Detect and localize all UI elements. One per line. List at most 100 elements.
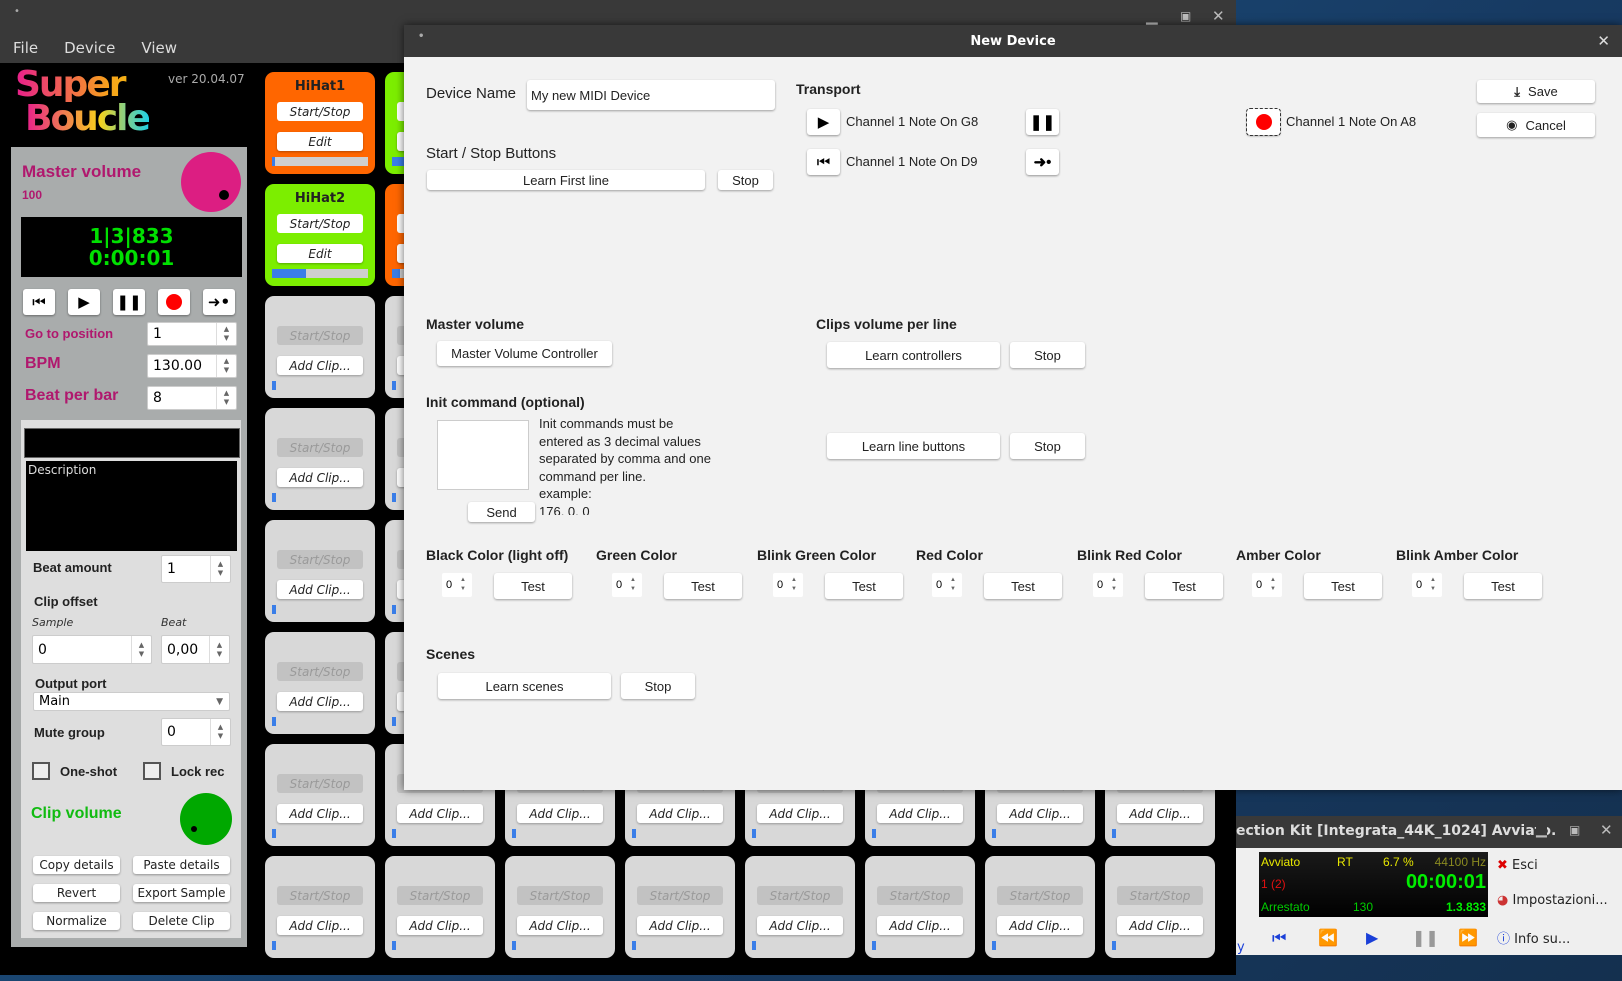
add-clip-button[interactable]: Add Clip... <box>1117 804 1203 823</box>
start-stop-button[interactable]: Start/Stop <box>1117 886 1203 905</box>
add-clip-button[interactable]: Add Clip... <box>877 804 963 823</box>
color-value-spinbox[interactable]: 0 ▲ ▼ <box>612 573 642 597</box>
learn-play-button[interactable]: ▶ <box>807 109 840 135</box>
normalize-button[interactable]: Normalize <box>33 912 120 930</box>
minimize-icon[interactable]: ▁ <box>1536 822 1547 838</box>
add-clip-button[interactable]: Add Clip... <box>277 916 363 935</box>
test-color-button[interactable]: Test <box>1145 573 1223 599</box>
add-clip-button[interactable]: Add Clip... <box>277 580 363 599</box>
add-clip-button[interactable]: Add Clip... <box>397 804 483 823</box>
color-value-spinbox[interactable]: 0 ▲ ▼ <box>932 573 962 597</box>
start-stop-button[interactable]: Start/Stop <box>877 886 963 905</box>
init-command-textarea[interactable] <box>437 420 529 490</box>
edit-button[interactable]: Edit <box>277 244 363 263</box>
edit-button[interactable]: Edit <box>277 132 363 151</box>
add-clip-button[interactable]: Add Clip... <box>997 916 1083 935</box>
add-clip-button[interactable]: Add Clip... <box>277 804 363 823</box>
add-clip-button[interactable]: Add Clip... <box>637 916 723 935</box>
learn-line-buttons-button[interactable]: Learn line buttons <box>827 433 1000 459</box>
bpm-spinbox[interactable]: 130.00 ▲ ▼ <box>147 354 237 378</box>
learn-follow-button[interactable]: ➜• <box>1026 149 1059 175</box>
start-stop-button[interactable]: Start/Stop <box>277 438 363 457</box>
start-stop-button[interactable]: Start/Stop <box>397 886 483 905</box>
delete-clip-button[interactable]: Delete Clip <box>133 912 230 930</box>
revert-button[interactable]: Revert <box>33 884 120 902</box>
beat-per-bar-spinbox[interactable]: 8 ▲ ▼ <box>147 386 237 410</box>
settings-button[interactable]: ◕ Impostazioni... <box>1497 893 1608 908</box>
add-clip-button[interactable]: Add Clip... <box>397 916 483 935</box>
menu-file[interactable]: File <box>13 39 39 57</box>
start-stop-button[interactable]: Start/Stop <box>277 662 363 681</box>
start-stop-button[interactable]: Start/Stop <box>637 886 723 905</box>
learn-scenes-button[interactable]: Learn scenes <box>438 673 611 699</box>
cancel-button[interactable]: ◉ Cancel <box>1477 113 1595 137</box>
close-icon[interactable]: ✕ <box>1597 32 1610 50</box>
start-stop-button[interactable]: Start/Stop <box>997 886 1083 905</box>
menu-view[interactable]: View <box>141 39 178 57</box>
record-button[interactable] <box>158 289 190 315</box>
start-stop-button[interactable]: Start/Stop <box>517 886 603 905</box>
output-port-select[interactable]: Main ▼ <box>33 692 230 711</box>
sample-offset-spinbox[interactable]: 0 ▲ ▼ <box>32 635 152 664</box>
test-color-button[interactable]: Test <box>1304 573 1382 599</box>
description-field[interactable]: Description <box>26 461 237 551</box>
learn-record-button[interactable] <box>1246 108 1281 136</box>
close-icon[interactable]: ✕ <box>1212 7 1225 25</box>
add-clip-button[interactable]: Add Clip... <box>517 804 603 823</box>
beat-amount-spinbox[interactable]: 1 ▲ ▼ <box>161 555 231 583</box>
learn-controllers-button[interactable]: Learn controllers <box>827 342 1000 368</box>
add-clip-button[interactable]: Add Clip... <box>277 468 363 487</box>
pause-button[interactable]: ❚❚ <box>113 289 145 315</box>
start-stop-button[interactable]: Start/Stop <box>757 886 843 905</box>
add-clip-button[interactable]: Add Clip... <box>1117 916 1203 935</box>
stop-start-stop-button[interactable]: Stop <box>718 170 773 190</box>
window-menu-icon[interactable]: • <box>14 6 20 17</box>
rewind-start-icon[interactable]: ⏮ <box>1272 928 1287 947</box>
test-color-button[interactable]: Test <box>984 573 1062 599</box>
beat-offset-spinbox[interactable]: 0,00 ▲ ▼ <box>161 635 230 664</box>
start-stop-button[interactable]: Start/Stop <box>277 550 363 569</box>
add-clip-button[interactable]: Add Clip... <box>997 804 1083 823</box>
stop-scenes-button[interactable]: Stop <box>621 673 695 699</box>
learn-pause-button[interactable]: ❚❚ <box>1026 109 1059 135</box>
learn-first-line-button[interactable]: Learn First line <box>427 170 705 190</box>
mute-group-spinbox[interactable]: 0 ▲ ▼ <box>161 718 231 746</box>
add-clip-button[interactable]: Add Clip... <box>277 692 363 711</box>
color-value-spinbox[interactable]: 0 ▲ ▼ <box>773 573 803 597</box>
stop-line-buttons-button[interactable]: Stop <box>1010 433 1085 459</box>
menu-device[interactable]: Device <box>64 39 116 57</box>
color-value-spinbox[interactable]: 0 ▲ ▼ <box>442 573 472 597</box>
clip-name-field[interactable] <box>24 428 240 458</box>
rewind-icon[interactable]: ⏪ <box>1318 928 1338 947</box>
maximize-icon[interactable]: ▣ <box>1180 9 1192 23</box>
skip-back-button[interactable]: ⏮ <box>23 289 55 315</box>
lock-rec-checkbox[interactable] <box>143 762 161 780</box>
quit-button[interactable]: ✖ Esci <box>1497 858 1538 873</box>
play-button[interactable]: ▶ <box>68 289 100 315</box>
window-menu-icon[interactable]: • <box>418 31 425 42</box>
one-shot-checkbox[interactable] <box>32 762 50 780</box>
test-color-button[interactable]: Test <box>1464 573 1542 599</box>
color-value-spinbox[interactable]: 0 ▲ ▼ <box>1093 573 1123 597</box>
go-to-position-spinbox[interactable]: 1 ▲ ▼ <box>147 322 237 346</box>
paste-details-button[interactable]: Paste details <box>133 856 230 874</box>
minimize-icon[interactable]: ▁ <box>1146 7 1158 25</box>
play-icon[interactable]: ▶ <box>1366 928 1379 947</box>
master-volume-controller-button[interactable]: Master Volume Controller <box>437 341 612 366</box>
master-volume-knob[interactable] <box>181 152 241 212</box>
clip-volume-knob[interactable] <box>180 793 232 845</box>
add-clip-button[interactable]: Add Clip... <box>517 916 603 935</box>
about-button[interactable]: ⓘ Info su... <box>1497 928 1570 947</box>
add-clip-button[interactable]: Add Clip... <box>757 916 843 935</box>
send-button[interactable]: Send <box>468 502 535 522</box>
stop-controllers-button[interactable]: Stop <box>1010 342 1085 368</box>
save-button[interactable]: ⤓ Save <box>1477 80 1595 103</box>
add-clip-button[interactable]: Add Clip... <box>637 804 723 823</box>
follow-button[interactable]: ➜• <box>203 289 235 315</box>
copy-details-button[interactable]: Copy details <box>33 856 120 874</box>
color-value-spinbox[interactable]: 0 ▲ ▼ <box>1412 573 1442 597</box>
close-icon[interactable]: ✕ <box>1600 821 1613 839</box>
start-stop-button[interactable]: Start/Stop <box>277 102 363 121</box>
start-stop-button[interactable]: Start/Stop <box>277 774 363 793</box>
device-name-input[interactable]: My new MIDI Device <box>527 80 775 110</box>
